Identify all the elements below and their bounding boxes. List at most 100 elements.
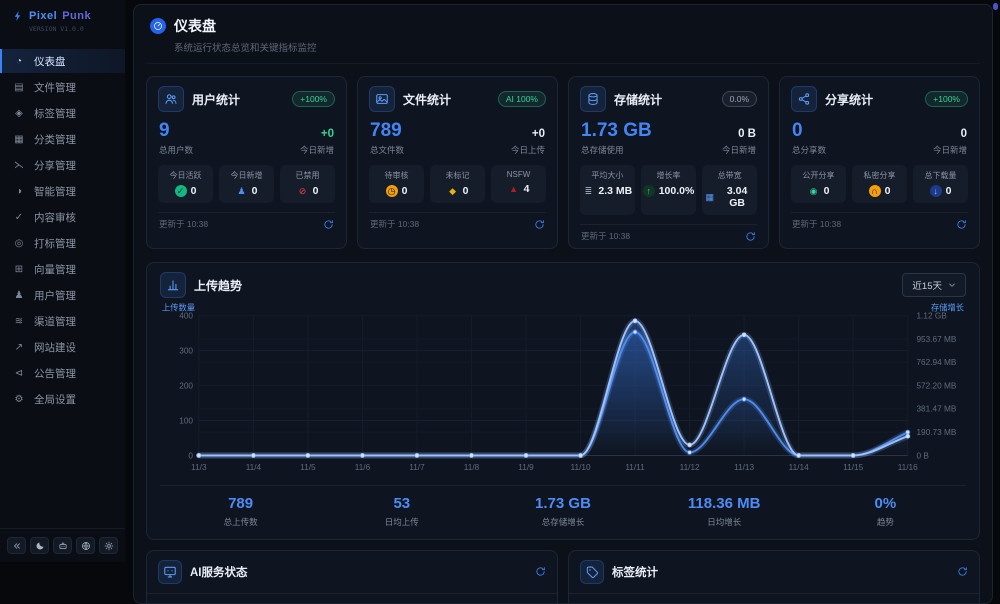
dashboard-icon: ◔	[15, 55, 23, 67]
website-icon: ↗	[14, 341, 24, 353]
main-panel: 仪表盘 系统运行状态总览和关键指标监控 用户统计 +100% 9 总用户数 +0 今日新增…	[133, 4, 993, 604]
substat: 总下载量 ↓ 0	[913, 165, 968, 203]
svg-text:11/3: 11/3	[191, 463, 207, 472]
sidebar-item-5[interactable]: ◑ 智能管理	[0, 179, 125, 203]
brand-name-secondary: Punk	[62, 10, 92, 22]
updated-at: 更新于 10:38	[581, 231, 631, 241]
substat-row: ↑ 100.0%	[642, 185, 694, 197]
stat-card-2: 存储统计 0.0% 1.73 GB 总存储使用 0 B 今日新增 平均大小 ≣ 2.3 MB 增长…	[568, 76, 769, 249]
substat-label: 增长率	[656, 171, 681, 180]
substat-label: 今日活跃	[169, 171, 202, 180]
svg-text:190.73 MB: 190.73 MB	[916, 428, 956, 437]
substat-value: 2.3 MB	[598, 185, 633, 197]
sidebar-item-label: 用户管理	[34, 289, 76, 302]
refresh-button[interactable]	[956, 219, 967, 230]
svg-text:11/15: 11/15	[843, 463, 863, 472]
sidebar-item-4[interactable]: ⋋ 分享管理	[0, 153, 125, 177]
substat: 增长率 ↑ 100.0%	[640, 165, 697, 215]
tag-icon	[580, 559, 604, 584]
share-icon: ⋋	[14, 159, 24, 171]
card-substats: 平均大小 ≣ 2.3 MB 增长率 ↑ 100.0% 总带宽 ▦ 3.04 GB	[580, 165, 757, 215]
substat-row: ▲ 4	[493, 183, 544, 195]
sidebar-item-label: 向量管理	[34, 263, 76, 276]
sidebar-item-9[interactable]: ♟ 用户管理	[0, 283, 125, 307]
sidebar-item-10[interactable]: ≋ 渠道管理	[0, 309, 125, 333]
svg-text:11/14: 11/14	[789, 463, 809, 472]
sidebar-item-1[interactable]: ▤ 文件管理	[0, 75, 125, 99]
card-main-value: 9	[159, 120, 170, 141]
substat-label: 已禁用	[295, 171, 320, 180]
assistant-button[interactable]	[53, 537, 72, 554]
card-head: 存储统计 0.0%	[580, 86, 757, 112]
moon-icon	[35, 541, 45, 551]
card-main-left: 9 总用户数	[159, 121, 193, 156]
sidebar-item-label: 公告管理	[34, 367, 76, 380]
sidebar-item-12[interactable]: ⊲ 公告管理	[0, 361, 125, 385]
collapse-sidebar-button[interactable]	[7, 537, 26, 554]
card-title: 存储统计	[614, 92, 663, 107]
sidebar-item-label: 全局设置	[34, 393, 76, 406]
summary-value: 1.73 GB	[535, 494, 591, 512]
settings-icon: ⚙	[14, 393, 24, 405]
sidebar-item-3[interactable]: ▦ 分类管理	[0, 127, 125, 151]
sidebar-item-8[interactable]: ⊞ 向量管理	[0, 257, 125, 281]
summary-label: 日均上传	[384, 516, 419, 527]
ai-icon: ◑	[15, 185, 23, 197]
user-add-icon: ♟	[237, 185, 246, 196]
svg-text:11/7: 11/7	[409, 463, 425, 472]
sidebar-item-13[interactable]: ⚙ 全局设置	[0, 387, 125, 411]
svg-text:200: 200	[179, 381, 193, 390]
card-side: +0 今日上传	[511, 128, 545, 157]
card-main-value: 0	[792, 120, 803, 141]
card-main-left: 789 总文件数	[370, 121, 404, 156]
summary-item: 0% 趋势	[805, 495, 966, 528]
bottom-panel-0: AI服务状态	[146, 549, 558, 603]
time-range-select[interactable]: 近15天	[902, 273, 966, 297]
sidebar-item-11[interactable]: ↗ 网站建设	[0, 335, 125, 359]
panel-header: AI服务状态	[147, 551, 557, 594]
upload-trend-card: 上传趋势 近15天 0 100 200 300 400 0 B 190.73 MB 381.4…	[146, 262, 980, 540]
refresh-button[interactable]	[745, 231, 756, 242]
settings-button[interactable]	[99, 537, 118, 554]
page-subtitle: 系统运行状态总览和关键指标监控	[174, 43, 317, 54]
card-side-value: 0 B	[738, 127, 756, 140]
theme-toggle-button[interactable]	[30, 537, 49, 554]
refresh-button[interactable]	[534, 219, 545, 230]
refresh-button[interactable]	[535, 566, 546, 577]
bolt-icon	[12, 10, 24, 22]
refresh-button[interactable]	[323, 219, 334, 230]
users-icon: ♟	[14, 289, 24, 301]
substat-value: 0	[312, 185, 319, 197]
bandwidth-icon: ▦	[705, 191, 715, 202]
refresh-button[interactable]	[957, 566, 968, 577]
card-footer: 更新于 10:38	[158, 212, 335, 236]
card-side-label: 今日新增	[299, 145, 334, 155]
panel-title: AI服务状态	[190, 566, 248, 579]
language-button[interactable]	[76, 537, 95, 554]
card-main-label: 总存储使用	[581, 145, 624, 155]
svg-text:11/8: 11/8	[464, 463, 480, 472]
gear-icon	[104, 541, 114, 551]
bar-chart-icon	[160, 272, 186, 298]
stat-card-3: 分享统计 +100% 0 总分享数 0 今日新增 公开分享 ◉ 0 私密分享 ∩ 0 总下载量 ↓ 0 更新于…	[779, 76, 980, 249]
summary-item: 789 总上传数	[160, 495, 321, 528]
refresh-icon	[534, 219, 545, 230]
substat: 平均大小 ≣ 2.3 MB	[580, 165, 635, 215]
share-nodes-icon	[791, 86, 817, 112]
sidebar-item-0[interactable]: ◔ 仪表盘	[0, 49, 125, 73]
sidebar-item-7[interactable]: ◎ 打标管理	[0, 231, 125, 255]
sidebar-item-label: 分类管理	[34, 133, 76, 146]
svg-text:11/6: 11/6	[355, 463, 371, 472]
substat: 总带宽 ▦ 3.04 GB	[702, 165, 757, 215]
card-main-left: 1.73 GB 总存储使用	[581, 121, 652, 156]
check-circle-icon: ✓	[174, 185, 187, 197]
dashboard-gauge-icon	[150, 18, 166, 34]
scrollbar-thumb[interactable]	[993, 3, 998, 10]
svg-text:400: 400	[179, 312, 193, 321]
sidebar-item-2[interactable]: ◈ 标签管理	[0, 101, 125, 125]
card-main-label: 总文件数	[370, 145, 405, 155]
updated-at: 更新于 10:38	[159, 219, 209, 229]
svg-text:11/12: 11/12	[680, 463, 700, 472]
sidebar-item-6[interactable]: ✓ 内容审核	[0, 205, 125, 229]
substat-label: 总下载量	[924, 171, 957, 180]
